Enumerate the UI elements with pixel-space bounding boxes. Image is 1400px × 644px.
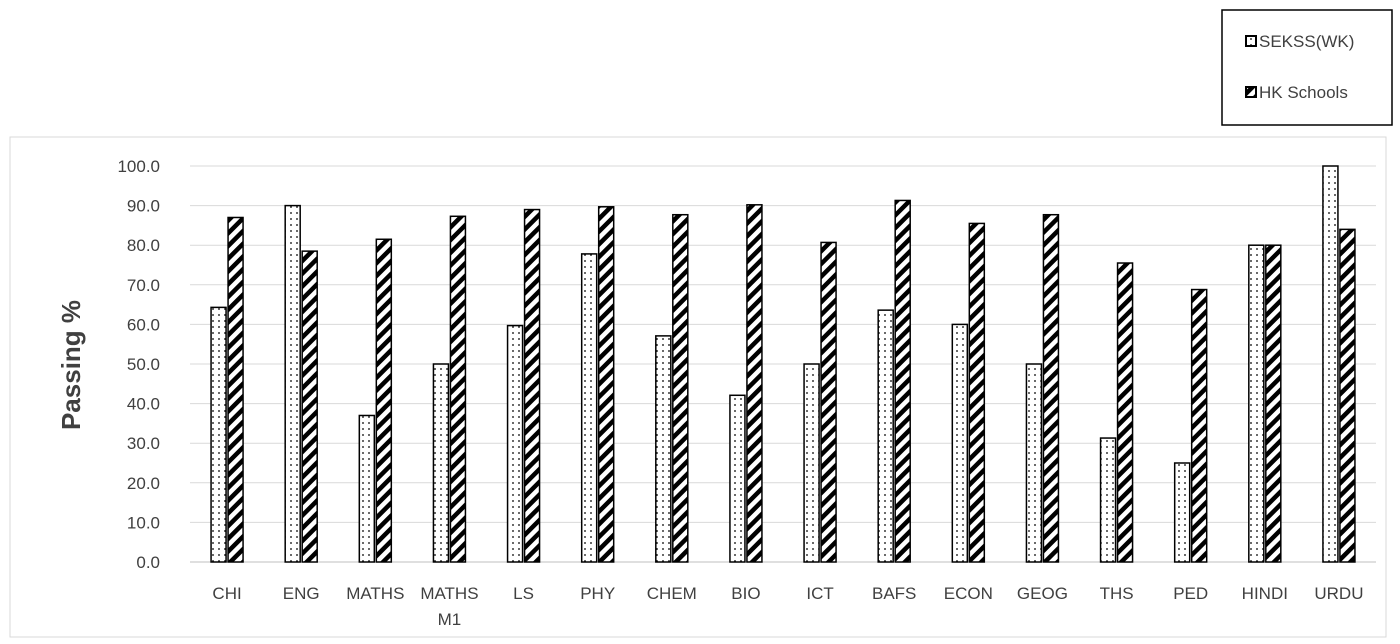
bar-sekss (1099, 437, 1117, 563)
x-tick-label: ICT (806, 584, 833, 603)
x-tick-label: BIO (731, 584, 760, 603)
x-tick-label: ENG (283, 584, 320, 603)
bar-sekss (284, 204, 301, 563)
y-tick-label: 10.0 (127, 513, 160, 532)
plot-area-border (9, 136, 1387, 638)
bar-hk-schools (746, 204, 763, 563)
x-axis-ticks: CHI ENG MATHS MATHS M1 LS PHY CHEM BIO ICT BAFS ECO… (212, 584, 1363, 629)
y-tick-label: 100.0 (117, 157, 160, 176)
bar-sekss (210, 306, 227, 563)
bar-sekss (729, 394, 746, 563)
bar-hk-schools (523, 208, 541, 563)
x-tick-label: GEOG (1017, 584, 1068, 603)
bar-sekss (1322, 165, 1339, 563)
legend-swatch-hk (1245, 86, 1257, 98)
x-tick-label: URDU (1314, 584, 1363, 603)
y-tick-label: 20.0 (127, 474, 160, 493)
legend-label-hk: HK Schools (1259, 83, 1348, 102)
x-tick-label: THS (1100, 584, 1134, 603)
bars (210, 165, 1356, 563)
bar-hk-schools (375, 238, 393, 563)
y-tick-label: 90.0 (127, 197, 160, 216)
bar-sekss (358, 414, 376, 563)
bar-hk-schools (449, 215, 467, 563)
y-tick-label: 80.0 (127, 236, 160, 255)
bar-hk-schools (1265, 244, 1282, 563)
bar-hk-schools (672, 213, 689, 563)
bar-sekss (432, 363, 450, 563)
x-tick-label: PED (1173, 584, 1208, 603)
y-tick-label: 40.0 (127, 395, 160, 414)
x-tick-label: CHI (212, 584, 241, 603)
x-tick-label: CHEM (647, 584, 697, 603)
y-tick-label: 30.0 (127, 434, 160, 453)
x-tick-label: LS (513, 584, 534, 603)
bar-hk-schools (1116, 262, 1134, 563)
bar-hk-schools (1190, 288, 1208, 563)
bar-hk-schools (597, 206, 615, 563)
bar-hk-schools (894, 199, 911, 563)
y-tick-label: 50.0 (127, 355, 160, 374)
bar-sekss (1173, 462, 1191, 563)
x-tick-label: MATHS (420, 584, 478, 603)
y-tick-label: 70.0 (127, 276, 160, 295)
bar-hk-schools (820, 241, 837, 563)
x-tick-label: ECON (944, 584, 993, 603)
bar-hk-schools (227, 216, 244, 563)
bar-sekss (655, 335, 672, 563)
legend-box (1221, 9, 1393, 126)
bar-sekss (877, 309, 894, 563)
bar-sekss (1025, 363, 1043, 563)
y-tick-label: 0.0 (136, 553, 160, 572)
bar-sekss (580, 253, 598, 563)
bar-hk-schools (968, 222, 986, 563)
y-axis-ticks: 0.0 10.0 20.0 30.0 40.0 50.0 60.0 70.0 80.0 90.0 1… (117, 157, 160, 572)
x-tick-label: PHY (580, 584, 615, 603)
bar-hk-schools (1339, 228, 1356, 563)
legend: SEKSS(WK) HK Schools (1221, 9, 1393, 126)
legend-swatch-sekss (1245, 35, 1257, 47)
bar-sekss (951, 323, 969, 563)
x-tick-label: MATHS (346, 584, 404, 603)
bar-hk-schools (1042, 213, 1060, 563)
y-tick-label: 60.0 (127, 315, 160, 334)
x-tick-label: BAFS (872, 584, 916, 603)
bar-hk-schools (301, 250, 318, 563)
bar-sekss (1248, 244, 1265, 563)
y-axis-label: Passing % (56, 300, 86, 430)
x-tick-label: M1 (438, 610, 462, 629)
legend-label-sekss: SEKSS(WK) (1259, 32, 1354, 51)
bar-sekss (506, 324, 524, 563)
bar-sekss (803, 363, 820, 563)
x-tick-label: HINDI (1242, 584, 1288, 603)
